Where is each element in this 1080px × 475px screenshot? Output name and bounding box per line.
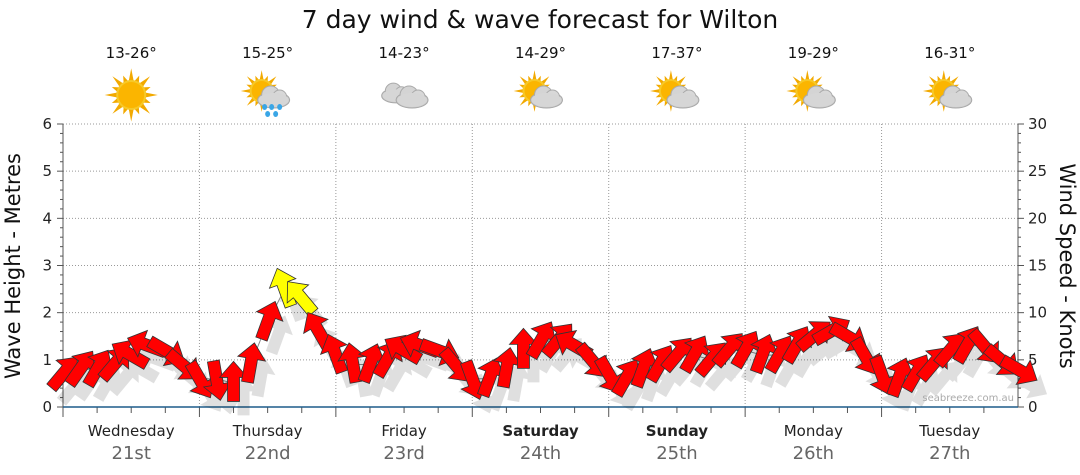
wind-arrow	[319, 333, 349, 375]
day-name: Thursday	[232, 422, 303, 440]
day-name: Friday	[381, 422, 427, 440]
arrow-shadow	[107, 361, 139, 397]
sun-cloud-rain-icon	[240, 70, 291, 117]
rain-drop	[277, 104, 283, 110]
wind-arrow	[255, 300, 284, 342]
day-name: Monday	[784, 422, 843, 440]
y-tick-label: 6	[42, 115, 52, 133]
sun-ray	[240, 89, 251, 93]
y-tick-label: 3	[42, 257, 52, 275]
arrow-shadow	[704, 356, 736, 392]
partly-cloudy-icon	[786, 70, 836, 112]
sun-ray	[128, 68, 134, 82]
day-temperature: 19-29°	[788, 44, 839, 62]
day-date: 26th	[793, 443, 834, 464]
y2-tick-label: 5	[1028, 351, 1038, 369]
cloud-part	[667, 93, 698, 107]
sun-ray	[532, 70, 537, 81]
day-temperature: 15-25°	[242, 44, 293, 62]
y-tick-label: 2	[42, 304, 52, 322]
sun-ray	[104, 92, 118, 98]
y2-tick-label: 10	[1028, 304, 1047, 322]
sun-ray	[922, 89, 933, 93]
day-name: Saturday	[502, 422, 579, 440]
day-temperature: 14-29°	[515, 44, 566, 62]
day-date: 27th	[929, 443, 970, 464]
y2-tick-label: 30	[1028, 115, 1047, 133]
sun-ray	[650, 89, 661, 93]
arrow-shadow	[382, 354, 413, 393]
arrow-shadow	[792, 340, 822, 379]
arrow-shadow	[926, 361, 958, 397]
arrow-shadow	[911, 368, 941, 407]
y2-tick-label: 25	[1028, 162, 1047, 180]
rain-drop	[265, 111, 271, 117]
arrow-shadow	[805, 335, 841, 367]
sun-ray	[139, 76, 151, 88]
sun-ray	[112, 76, 124, 88]
y2-tick-label: 0	[1028, 398, 1038, 416]
cloud-part	[258, 93, 289, 107]
partly-cloudy-icon	[513, 70, 563, 112]
day-temperature: 14-23°	[379, 44, 430, 62]
arrow-shadow	[92, 364, 123, 402]
day-temperature: 17-37°	[651, 44, 702, 62]
y2-tick-label: 20	[1028, 209, 1047, 227]
sun-ray	[941, 70, 946, 81]
sun-ray	[259, 70, 264, 81]
day-name: Wednesday	[88, 422, 175, 440]
cloud-part	[804, 93, 835, 107]
cloud-part	[397, 93, 428, 107]
partly-cloudy-icon	[650, 70, 700, 112]
rain-drop	[273, 111, 279, 117]
y-tick-label: 1	[42, 351, 52, 369]
sun-ray	[805, 70, 810, 81]
partly-cloudy-icon	[922, 70, 973, 112]
day-date: 23rd	[383, 443, 424, 464]
y-tick-label: 0	[42, 398, 52, 416]
watermark: seabreeze.com.au	[922, 393, 1014, 404]
day-temperature: 16-31°	[924, 44, 975, 62]
day-temperature: 13-26°	[106, 44, 157, 62]
sunny-icon	[104, 68, 158, 122]
day-date: 24th	[520, 443, 561, 464]
sun-ray	[786, 89, 797, 93]
sun-ray	[112, 102, 124, 114]
day-name: Tuesday	[918, 422, 980, 440]
sun-ray	[668, 70, 673, 81]
day-date: 21st	[112, 443, 151, 464]
wind-arrow	[286, 281, 319, 317]
y-tick-label: 4	[42, 209, 52, 227]
day-name: Sunday	[646, 422, 709, 440]
sun-ray	[128, 108, 134, 122]
sun-ray	[513, 89, 524, 93]
arrow-shadow	[775, 350, 805, 388]
y2-axis-label: Wind Speed - Knots	[1055, 163, 1079, 368]
y-axis-label: Wave Height - Metres	[1, 153, 25, 379]
cloud-part	[531, 93, 562, 107]
day-date: 25th	[656, 443, 697, 464]
y2-tick-label: 15	[1028, 257, 1047, 275]
cloudy-icon	[381, 82, 429, 109]
rain-drop	[262, 104, 268, 110]
day-date: 22nd	[245, 443, 291, 464]
sun-ray	[139, 102, 151, 114]
sun-ray	[144, 92, 158, 98]
wind-arrow	[236, 342, 267, 384]
wind-arrow	[998, 354, 1038, 385]
sun-disc	[116, 80, 147, 110]
y-tick-label: 5	[42, 162, 52, 180]
cloud-part	[940, 93, 971, 107]
arrow-shadow	[655, 359, 685, 398]
rain-drop	[269, 104, 275, 110]
chart-title: 7 day wind & wave forecast for Wilton	[302, 5, 779, 34]
